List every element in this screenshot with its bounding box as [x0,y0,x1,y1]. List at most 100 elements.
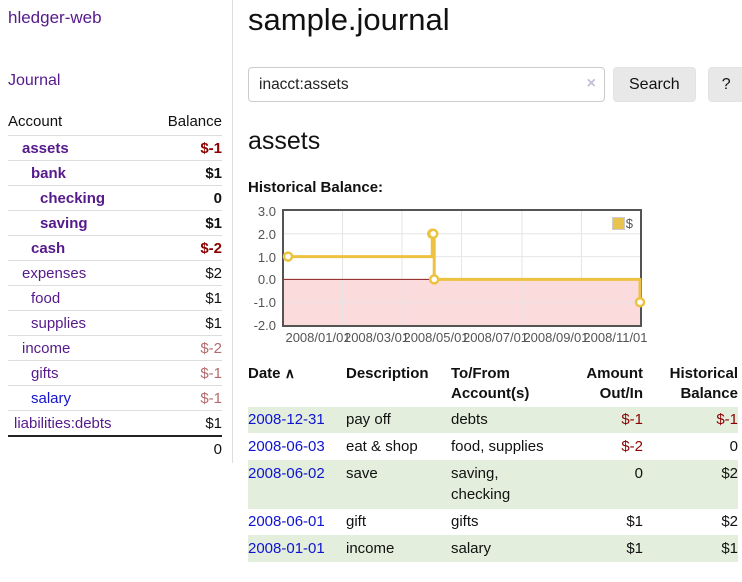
account-balance: $-1 [148,360,222,386]
transaction-amount: $1 [626,539,643,557]
accounts-total: 0 [148,435,222,461]
transaction-accounts: gifts [451,513,479,530]
account-link[interactable]: liabilities:debts [14,414,112,432]
transaction-balance: $2 [721,513,738,530]
date-column-header[interactable]: Date ∧ [248,365,295,382]
account-balance: $2 [148,260,222,286]
account-balance: $-2 [148,235,222,261]
chart-title: Historical Balance: [248,179,384,196]
transaction-date-link[interactable]: 2008-06-01 [248,513,325,530]
transaction-amount: 0 [634,464,643,482]
account-link[interactable]: income [22,339,71,357]
account-link[interactable]: supplies [31,314,87,332]
account-row: gifts $-1 [8,360,222,386]
help-button[interactable]: ? [707,67,742,102]
y-axis-tick-label: 1.0 [257,249,276,265]
clear-search-icon[interactable]: × [586,75,596,92]
account-link[interactable]: expenses [22,264,87,282]
y-axis-tick-label: 2.0 [257,226,276,242]
account-link[interactable]: saving [40,214,88,232]
account-row: expenses $2 [8,260,222,286]
x-axis-tick-label: 2008/01/01 [285,330,351,345]
transaction-date-link[interactable]: 2008-01-01 [248,539,325,557]
transaction-balance: $-1 [716,411,738,428]
chart-plot-area: $ [282,209,646,327]
transaction-amount: $-1 [621,411,643,428]
account-balance: $1 [148,310,222,336]
account-link[interactable]: food [31,289,61,307]
account-link[interactable]: assets [22,139,69,157]
transaction-row: 2008-06-02 save saving, checking 0 $2 [248,460,738,509]
transaction-row: 2008-06-01 gift gifts $1 $2 [248,509,738,536]
x-axis-tick-label: 2008/07/01 [462,330,529,345]
account-balance: $-1 [148,385,222,411]
account-row: saving $1 [8,210,222,236]
sort-asc-icon: ∧ [284,365,295,381]
amount-column-header: Amount Out/In [586,365,643,403]
transaction-balance: $1 [721,539,738,557]
legend-swatch-icon [611,217,625,230]
accounts-header-row: Account Balance [8,111,222,136]
journal-link[interactable]: Journal [8,72,61,89]
transaction-description: income [346,539,395,557]
transaction-row: 2008-06-03 eat & shop food, supplies $-2… [248,433,738,460]
account-link[interactable]: gifts [31,364,59,382]
description-column-header: Description [346,365,429,382]
chart-x-axis-labels: 2008/01/01 2008/03/01 2008/05/01 2008/07/01… [282,330,648,347]
brand-link[interactable]: hledger-web [8,8,102,27]
accounts-total-row: 0 [8,435,222,461]
nav-journal: Journal [8,72,222,90]
transaction-date-link[interactable]: 2008-12-31 [248,411,325,428]
y-axis-tick-label: -2.0 [253,318,276,333]
transactions-header-row: Date ∧ Description To/From Account(s) Am… [248,362,738,407]
account-balance: $1 [148,410,222,436]
search-form: × Search ? [248,67,742,102]
transaction-date-link[interactable]: 2008-06-02 [248,464,325,482]
transaction-accounts: salary [451,539,492,557]
y-axis-tick-label: 0.0 [257,272,276,288]
app-brand: hledger-web [8,8,222,28]
x-axis-tick-label: 2008/11/01 [583,330,648,345]
search-button[interactable]: Search [613,67,696,102]
account-balance: 0 [148,185,222,211]
account-row: assets $-1 [8,135,222,161]
transaction-description: gift [346,513,367,530]
account-row: checking 0 [8,185,222,211]
transaction-balance: $2 [721,464,738,482]
x-axis-tick-label: 2008/05/01 [403,330,469,345]
chart-canvas [282,211,646,325]
account-link[interactable]: bank [31,164,67,182]
account-link[interactable]: cash [31,239,66,257]
transaction-accounts: debts [451,411,488,428]
x-axis-tick-label: 2008/03/01 [343,330,410,345]
account-row: income $-2 [8,335,222,361]
balance-column-header: Historical Balance [669,365,738,403]
transaction-description: pay off [346,411,391,428]
page-title: sample.journal [248,2,450,37]
search-input[interactable] [248,67,605,102]
y-axis-tick-label: 3.0 [257,204,276,219]
account-row: liabilities:debts $1 [8,410,222,436]
transaction-amount: $1 [626,513,643,530]
transaction-date-link[interactable]: 2008-06-03 [248,437,325,455]
x-axis-tick-label: 2008/09/01 [523,330,589,345]
account-link[interactable]: checking [40,189,106,207]
balance-column-header: Balance [167,113,222,130]
transaction-row: 2008-01-01 income salary $1 $1 [248,535,738,562]
account-row: salary $-1 [8,385,222,411]
transaction-accounts: saving, checking [451,464,511,504]
account-balance: $1 [148,160,222,186]
account-row: food $1 [8,285,222,311]
account-row: cash $-2 [8,235,222,261]
account-balance: $-2 [148,335,222,361]
account-link[interactable]: salary [31,389,72,407]
account-section-title: assets [248,127,321,155]
transaction-amount: $-2 [621,437,643,455]
account-balance: $1 [148,285,222,311]
account-balance: $-1 [148,135,222,161]
account-row: supplies $1 [8,310,222,336]
transaction-row: 2008-12-31 pay off debts $-1 $-1 [248,406,738,434]
chart-legend: $ [611,216,633,231]
legend-label: $ [625,216,633,231]
transaction-balance: 0 [729,437,738,455]
